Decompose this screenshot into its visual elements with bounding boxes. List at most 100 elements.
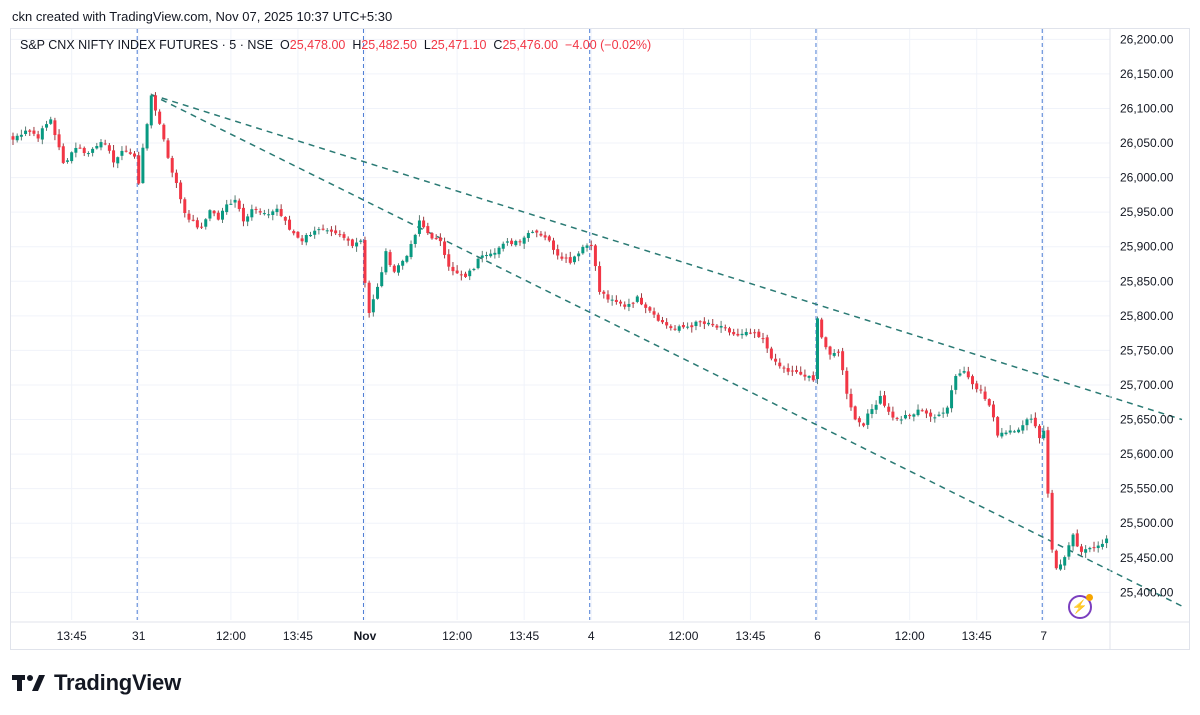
candle-body [681,325,685,328]
candle-body [229,203,233,205]
candle-body [552,240,556,250]
candle-body [422,220,426,228]
candle-body [91,148,95,153]
flash-icon[interactable]: ⚡ [1068,594,1093,619]
candle-body [1029,418,1033,420]
candle-body [975,383,979,390]
tradingview-logo-icon [12,675,45,691]
y-tick-label: 25,600.00 [1120,447,1174,461]
candle-body [577,253,581,257]
candle-body [296,231,300,238]
candle-body [413,234,417,244]
x-tick-label: 12:00 [668,629,698,643]
candle-body [208,210,212,219]
candle-body [941,412,945,414]
y-tick-label: 25,650.00 [1120,413,1174,427]
candle-body [723,327,727,329]
candle-body [1067,545,1071,557]
y-tick-label: 26,000.00 [1120,171,1174,185]
candle-body [279,209,283,216]
candle-body [1084,549,1088,553]
candle-body [405,255,409,262]
candle-body [991,404,995,418]
candle-body [246,216,250,222]
candle-body [669,326,673,329]
candle-body [493,252,497,255]
candle-body [275,208,279,213]
candle-body [99,142,103,148]
candle-body [753,332,757,334]
candle-body [32,130,36,134]
symbol-name[interactable]: S&P CNX NIFTY INDEX FUTURES · 5 · NSE [20,38,274,52]
candle-body [376,286,380,299]
candle-body [815,318,819,380]
candle-body [254,208,258,211]
candle-body [857,418,861,423]
candle-body [652,311,656,315]
candle-body [455,270,459,274]
candle-body [1000,432,1004,437]
candle-body [292,231,296,234]
candle-body [116,157,120,164]
candle-body [539,233,543,236]
x-tick-label: 12:00 [895,629,925,643]
candle-body [501,243,505,249]
candle-body [849,393,853,408]
candle-body [602,291,606,294]
candle-body [665,322,669,326]
x-tick-label: 13:45 [962,629,992,643]
candle-body [912,414,916,417]
candle-body [610,299,614,301]
candle-body [489,253,493,257]
candle-body [841,351,845,371]
candle-body [933,417,937,419]
candle-body [321,228,325,230]
candle-body [526,232,530,238]
candle-body [686,326,690,328]
candle-body [836,351,840,353]
candle-body [187,213,191,220]
candle-body [53,120,57,136]
candle-body [380,272,384,287]
candle-body [438,237,442,242]
candle-body [987,399,991,406]
candle-body [547,236,551,241]
candle-body [1063,557,1067,566]
candle-body [141,147,145,184]
y-tick-label: 25,400.00 [1120,585,1174,599]
candle-body [1012,431,1016,433]
brand-name: TradingView [54,670,181,695]
candle-body [183,199,187,214]
candle-body [832,352,836,356]
candle-body [225,204,229,213]
candle-body [1092,547,1096,549]
y-tick-label: 25,550.00 [1120,482,1174,496]
candle-body [1079,546,1083,552]
chart-frame[interactable] [10,28,1190,650]
candle-body [329,229,333,232]
candle-body [363,240,367,283]
candle-body [945,407,949,414]
candle-body [443,241,447,255]
candle-body [715,325,719,328]
candle-body [124,150,128,152]
candle-body [1105,538,1109,544]
candle-body [862,423,866,426]
candle-body [568,257,572,263]
candle-body [581,246,585,254]
candle-body [1017,429,1021,433]
candles [11,92,1109,571]
candle-body [396,265,400,273]
x-tick-label: 6 [814,629,821,643]
candle-body [334,230,338,234]
candle-body [57,134,61,148]
candle-body [468,270,472,277]
candle-body [866,413,870,425]
candle-body [49,119,53,124]
high-label: H [352,38,362,52]
candle-body [308,234,312,237]
candle-body [640,297,643,305]
candle-body [778,362,782,367]
y-tick-label: 25,850.00 [1120,274,1174,288]
